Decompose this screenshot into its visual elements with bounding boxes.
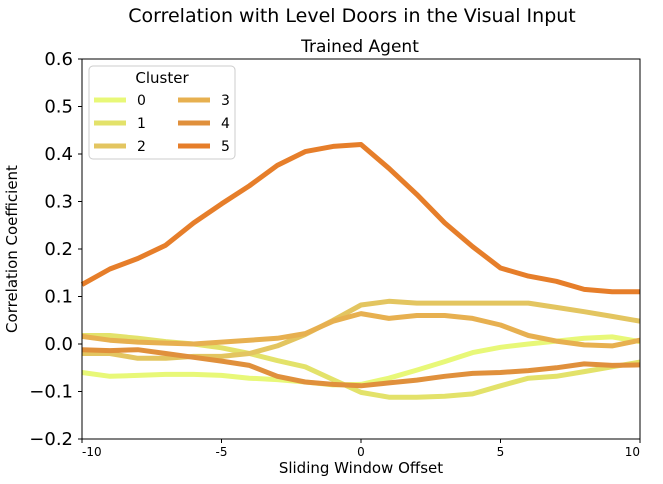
y-tick-label: 0.4 [44,144,73,165]
y-axis-label: Correlation Coefficient [3,165,21,333]
chart-title: Trained Agent [300,37,419,57]
chart-suptitle: Correlation with Level Doors in the Visu… [128,5,576,27]
y-tick-label: 0.1 [44,287,73,308]
series-line-3 [81,311,641,349]
x-tick-label: 10 [625,445,640,459]
x-tick-label: 5 [497,445,505,459]
x-axis-label: Sliding Window Offset [279,459,443,477]
x-axis: -10 -5 0 5 10 [81,439,641,459]
legend-label-4: 4 [221,116,230,132]
y-axis: −0.2 −0.1 0.0 0.1 0.2 0.3 0.4 0.5 0.6 [29,49,82,450]
legend-label-1: 1 [137,116,146,132]
series-layer [80,142,641,400]
series-line-4 [81,347,641,389]
x-tick-label: -10 [82,445,102,459]
y-tick-label: 0.6 [44,49,73,70]
y-tick-label: 0.3 [44,192,73,213]
y-tick-label: 0.0 [44,334,73,355]
legend-title: Cluster [135,69,189,87]
y-tick-label: −0.1 [29,382,73,403]
y-tick-label: −0.2 [29,429,73,450]
legend-label-3: 3 [221,93,230,109]
legend-label-0: 0 [137,93,146,109]
y-tick-label: 0.2 [44,239,73,260]
legend: Cluster 0 1 2 3 4 5 [88,65,236,160]
x-tick-label: -5 [216,445,228,459]
series-line-5 [80,142,640,295]
x-tick-label: 0 [357,445,365,459]
y-tick-label: 0.5 [44,97,73,118]
legend-label-2: 2 [137,139,146,155]
series-line-2 [82,298,641,361]
legend-box [88,65,236,160]
legend-label-5: 5 [221,139,230,155]
